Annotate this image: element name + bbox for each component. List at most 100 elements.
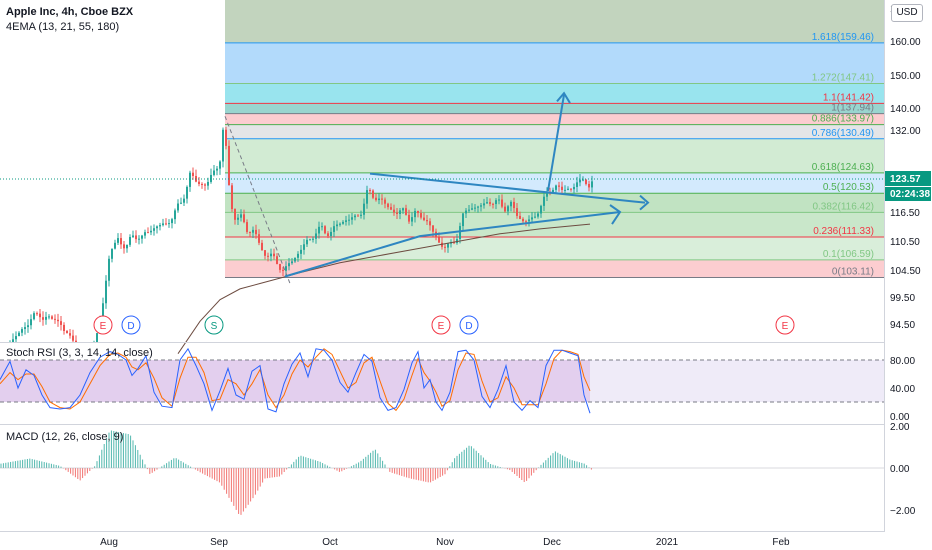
indicator-legend[interactable]: 4EMA (13, 21, 55, 180) [6,21,120,33]
candle-body [96,333,98,342]
candle-body [447,243,449,248]
candle-body [24,327,26,330]
event-marker-earnings[interactable]: E [93,315,113,335]
fib-retracement-zones[interactable] [225,0,884,278]
candle-body [492,203,494,205]
fib-level-label: 1(137.94) [831,103,874,114]
candle-body [261,242,263,251]
candle-body [543,196,545,206]
event-marker-earnings[interactable]: E [775,315,795,335]
fib-level-label: 0.886(133.97) [812,114,874,125]
event-label: S [211,321,218,332]
trendline-arrowhead[interactable] [639,194,650,211]
candle-body [168,223,170,225]
candle-body [105,280,107,304]
candle-body [477,206,479,208]
candle-body [348,219,350,221]
event-marker-earnings[interactable]: E [431,315,451,335]
projection-arrow[interactable] [547,94,565,192]
candle-body [135,235,137,240]
candle-body [426,220,428,222]
descending-trendline[interactable] [369,172,646,204]
candle-body [69,333,71,336]
candle-body [411,217,413,222]
last-price-badge[interactable] [885,171,931,186]
candle-body [252,229,254,233]
candle-body [333,226,335,232]
candle-body [63,324,65,331]
event-marker-split[interactable]: S [204,315,224,335]
candle-body [111,248,113,259]
candle-body [330,231,332,237]
candle-body [204,184,206,186]
candle-body [483,203,485,206]
candle-body [225,129,227,146]
fib-diagonal-line[interactable] [224,116,291,284]
fib-zone [225,113,884,125]
countdown-badge [885,187,931,201]
trendline-arrowhead[interactable] [609,204,622,225]
candle-body [399,210,401,214]
event-circle[interactable] [204,315,224,335]
candle-body [231,185,233,210]
event-marker-dividend[interactable]: D [459,315,479,335]
stoch-rsi-pane[interactable] [0,342,884,414]
ascending-trendline[interactable] [284,211,621,278]
fib-level-label: 1.272(147.41) [812,73,874,84]
event-circle[interactable] [431,315,451,335]
time-tick-label: Sep [210,537,228,548]
macd-legend[interactable]: MACD (12, 26, close, 9) [6,431,124,443]
candle-body [525,221,527,223]
event-circle[interactable] [93,315,113,335]
candle-body [288,263,290,267]
candle-body [240,214,242,218]
candle-body [489,202,491,204]
event-circle[interactable] [121,315,141,335]
trendline-drawings[interactable] [224,91,650,284]
event-circle[interactable] [775,315,795,335]
price-pane[interactable]: 1.618(159.46) 1.272(147.41) 1.1(141.42)1(1… [0,0,884,369]
projection-arrowhead[interactable] [556,91,571,104]
candle-body [300,249,302,254]
fib-zone-top [225,0,884,43]
currency-button[interactable]: USD [891,4,923,22]
time-tick-label: Aug [100,537,118,548]
candle-body [486,202,488,204]
stoch-rsi-legend[interactable]: Stoch RSI (3, 3, 14, 14, close) [6,347,153,359]
event-circle[interactable] [459,315,479,335]
candle-body [48,316,50,318]
candle-body [402,208,404,211]
candle-body [153,228,155,231]
macd-pane[interactable] [0,424,884,515]
candle-body [258,234,260,243]
candle-body [210,174,212,182]
candle-body [303,244,305,250]
candle-body [255,229,257,235]
stoch-tick-label: 0.00 [890,412,910,423]
event-label: E [438,321,445,332]
candle-body [357,215,359,217]
fib-retracement-lines[interactable]: 1.618(159.46) 1.272(147.41) 1.1(141.42)1(1… [225,32,884,279]
event-marker-dividend[interactable]: D [121,315,141,335]
candle-body [540,205,542,214]
candle-body [51,316,53,319]
fib-zone [225,259,884,278]
candle-body [591,181,593,188]
candle-body [273,253,275,257]
stoch-band-fill [0,360,590,402]
candle-body [162,223,164,226]
candle-body [18,332,20,337]
candle-body [474,207,476,209]
candle-body [537,213,539,217]
candle-body [465,210,467,214]
candle-body [177,203,179,211]
candle-body [576,182,578,187]
fib-zone [225,212,884,237]
event-label: D [127,321,134,332]
candle-body [192,172,194,176]
ema-180-line [177,223,591,354]
candle-body [12,339,14,342]
price-tick-label: 110.50 [890,237,920,248]
